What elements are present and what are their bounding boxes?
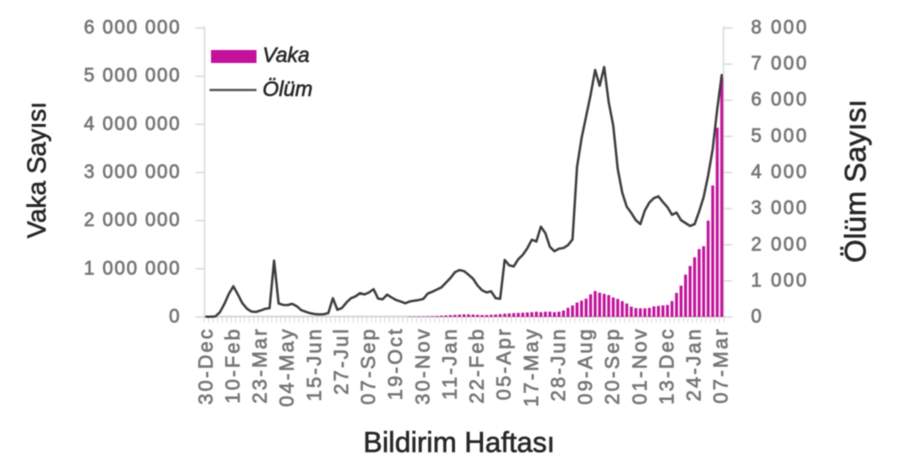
svg-text:30-Nov: 30-Nov: [412, 327, 434, 405]
svg-text:05-Apr: 05-Apr: [494, 327, 516, 400]
svg-text:28-Jun: 28-Jun: [548, 327, 570, 401]
svg-text:0: 0: [169, 307, 181, 328]
svg-text:Vaka Sayısı: Vaka Sayısı: [22, 102, 52, 239]
svg-text:4 000 000: 4 000 000: [84, 114, 181, 135]
svg-text:07-Mar: 07-Mar: [711, 327, 733, 404]
svg-text:0: 0: [751, 307, 764, 328]
svg-text:22-Feb: 22-Feb: [467, 327, 489, 404]
svg-text:7 000: 7 000: [751, 54, 809, 75]
svg-text:09-Aug: 09-Aug: [575, 327, 597, 405]
svg-text:30-Dec: 30-Dec: [195, 327, 217, 405]
svg-text:27-Jul: 27-Jul: [331, 327, 353, 395]
svg-text:24-Jan: 24-Jan: [684, 327, 706, 401]
svg-text:1 000 000: 1 000 000: [84, 258, 181, 279]
svg-text:20-Sep: 20-Sep: [602, 327, 624, 405]
svg-text:Bildirim Haftası: Bildirim Haftası: [363, 427, 555, 459]
svg-text:15-Jun: 15-Jun: [304, 327, 326, 401]
svg-text:17-May: 17-May: [521, 327, 543, 407]
svg-text:19-Oct: 19-Oct: [385, 327, 407, 400]
svg-text:2 000: 2 000: [751, 234, 809, 255]
svg-text:11-Jan: 11-Jan: [439, 327, 461, 400]
svg-text:Ölüm: Ölüm: [263, 78, 313, 101]
svg-text:8 000: 8 000: [751, 18, 809, 39]
svg-text:04-May: 04-May: [277, 327, 299, 407]
svg-text:13-Dec: 13-Dec: [657, 327, 679, 405]
svg-text:Vaka: Vaka: [263, 44, 310, 67]
svg-text:10-Feb: 10-Feb: [222, 327, 244, 404]
svg-text:2 000 000: 2 000 000: [84, 210, 181, 231]
svg-text:5 000 000: 5 000 000: [84, 66, 181, 87]
svg-text:6 000: 6 000: [751, 90, 809, 111]
svg-text:3 000: 3 000: [751, 198, 809, 219]
svg-text:1 000: 1 000: [751, 270, 809, 291]
svg-text:6 000 000: 6 000 000: [84, 18, 181, 39]
svg-text:Ölüm Sayısı: Ölüm Sayısı: [840, 99, 873, 262]
svg-text:5 000: 5 000: [751, 126, 809, 147]
svg-text:01-Nov: 01-Nov: [629, 327, 651, 405]
svg-text:07-Sep: 07-Sep: [358, 327, 380, 405]
svg-text:23-Mar: 23-Mar: [250, 327, 272, 404]
svg-text:3 000 000: 3 000 000: [84, 162, 181, 183]
svg-text:4 000: 4 000: [751, 162, 809, 183]
